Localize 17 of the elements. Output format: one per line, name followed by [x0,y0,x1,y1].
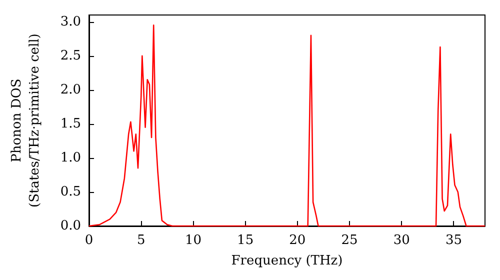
y-tick-label: 3.0 [60,14,81,30]
x-tick-label: 5 [136,233,146,248]
x-tick-label: 30 [393,233,410,248]
y-tick-label: 1.0 [60,150,81,166]
x-tick-label: 0 [84,233,94,248]
x-tick-label: 20 [289,233,306,248]
x-tick-label: 10 [184,233,202,248]
y-tick-label: 2.0 [60,82,81,98]
y-tick-label: 1.5 [60,116,81,132]
x-tick-label: 25 [341,233,358,248]
y-tick-label: 2.5 [60,48,81,64]
x-axis-title: Frequency (THz) [231,253,343,268]
x-tick-label: 35 [445,233,462,248]
y-tick-label: 0.5 [60,184,81,200]
y-axis-title: Phonon DOS (States/THz·primitive cell) [10,33,42,208]
y-tick-label: 0.0 [60,218,81,234]
x-tick-label: 15 [237,233,254,248]
